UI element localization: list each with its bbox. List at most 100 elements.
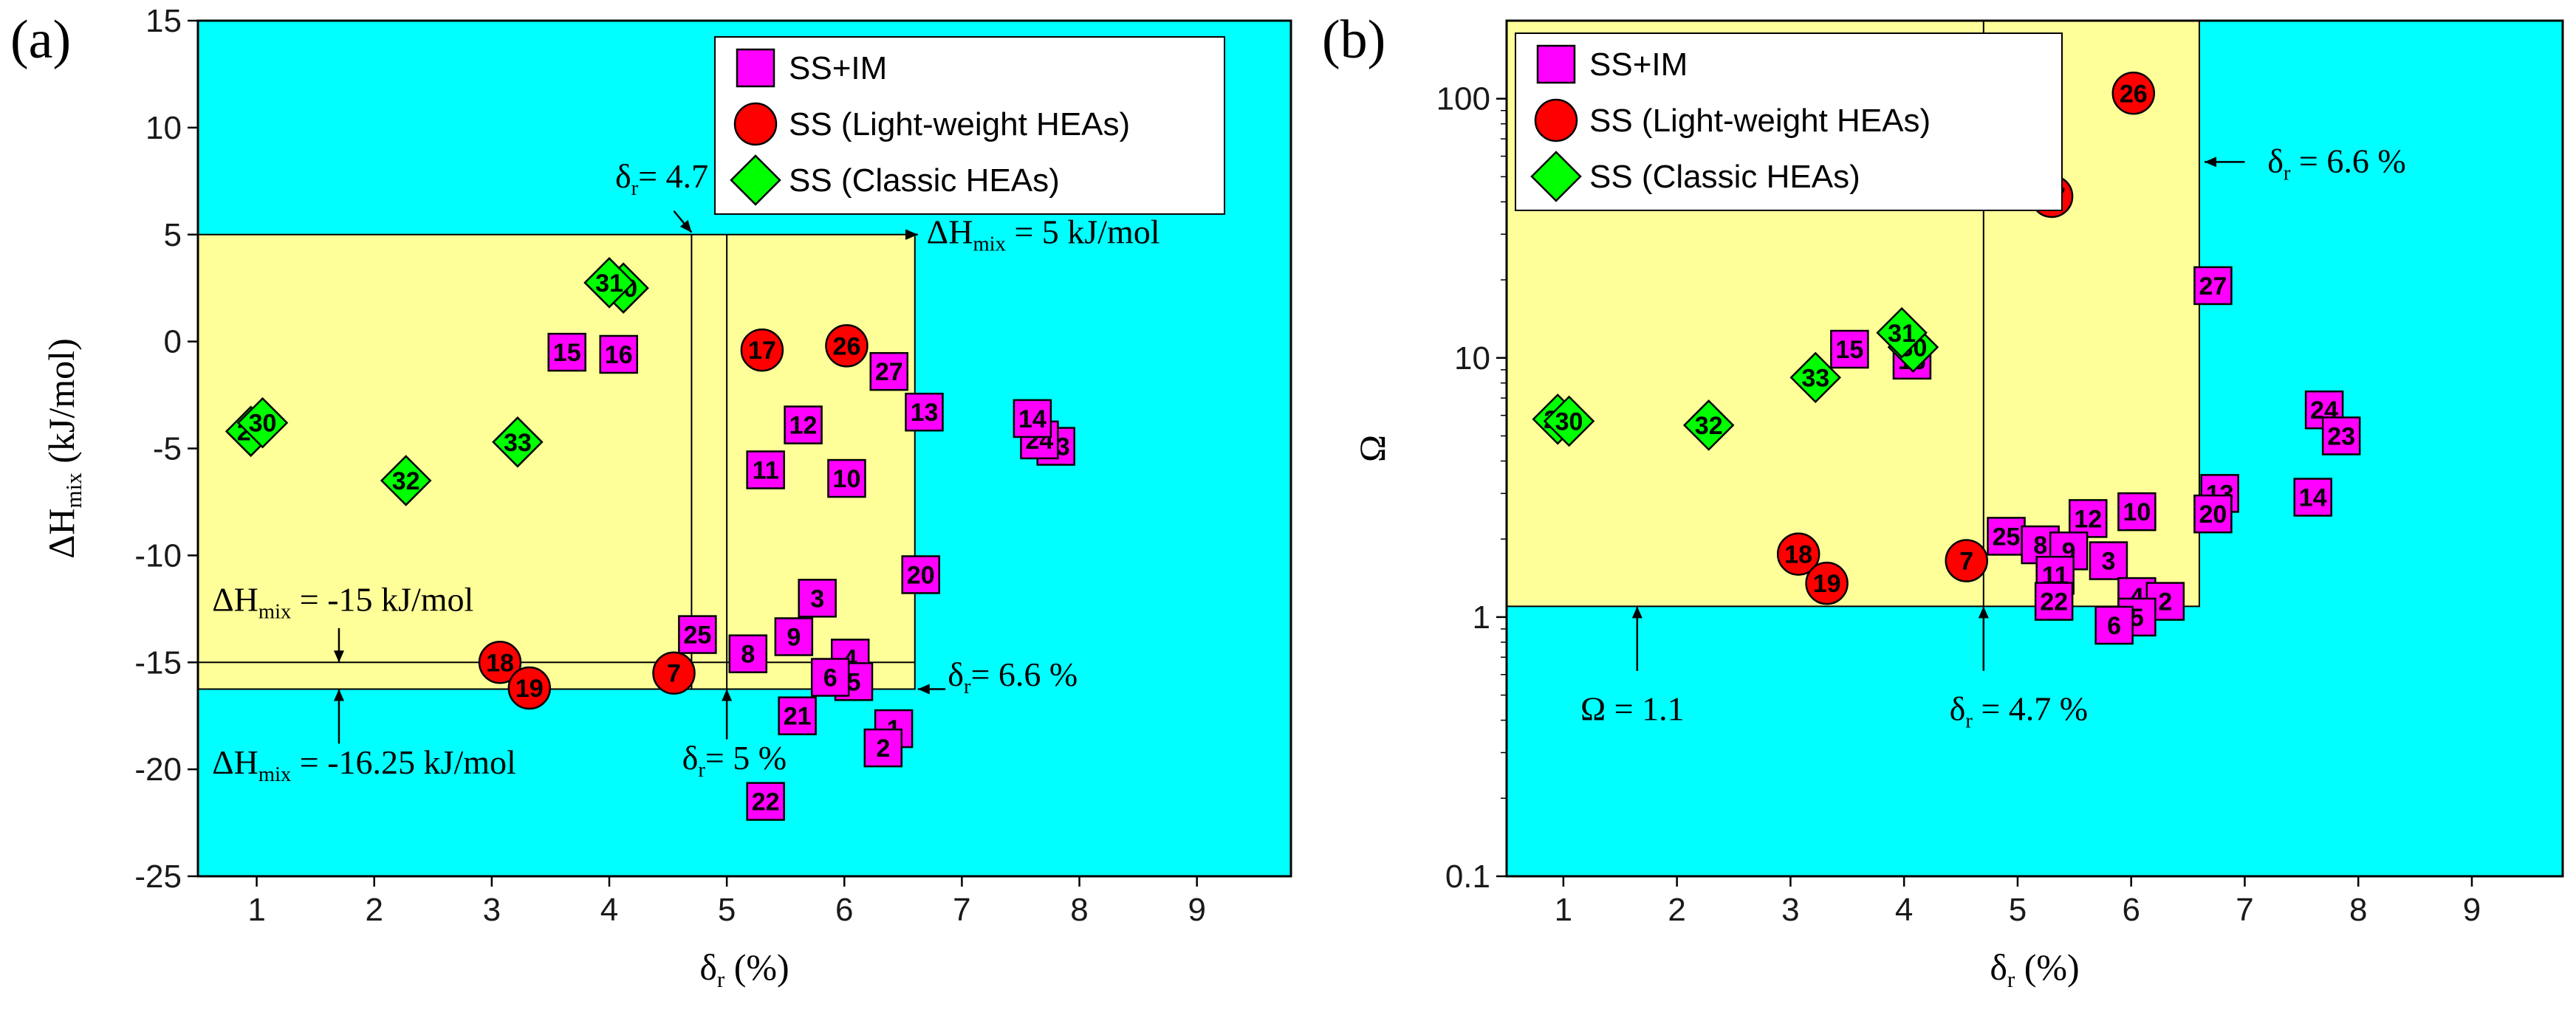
data-point-ss-light <box>1776 532 1820 576</box>
data-point-ss-im <box>728 634 768 673</box>
data-point-label: 12 <box>789 412 818 440</box>
y-tick-label: 1 <box>1473 599 1490 636</box>
annotation-dh5-arrow-left-head <box>905 229 918 240</box>
legend-label: SS (Light-weight HEAs) <box>789 106 1130 142</box>
data-point-ss-classic <box>583 257 635 309</box>
data-point-label: 2 <box>2158 588 2172 616</box>
y-axis-title: ΔHmix (kJ/mol) <box>41 338 86 558</box>
y-tick-label: -5 <box>153 431 182 467</box>
data-point-label: 16 <box>605 341 633 369</box>
data-point-ss-classic <box>492 416 544 468</box>
data-point-ss-im <box>810 658 850 697</box>
x-tick-label: 6 <box>2122 892 2140 928</box>
x-tick-label: 1 <box>1555 892 1572 928</box>
data-point-label: 15 <box>1835 336 1863 364</box>
data-point-label: 25 <box>683 622 711 650</box>
annotation-dr5: δr= 5 % <box>682 739 787 782</box>
data-point-ss-light <box>478 641 522 684</box>
y-tick-label: 5 <box>164 217 182 253</box>
data-point-label: 31 <box>595 269 623 298</box>
data-point-label: 18 <box>486 649 514 677</box>
data-point-label: 22 <box>2040 588 2068 616</box>
data-point-label: 26 <box>833 332 861 360</box>
data-point-label: 2 <box>876 735 890 763</box>
data-point-ss-im <box>2293 478 2332 517</box>
annotation-dh1625: ΔHmix = -16.25 kJ/mol <box>212 743 516 786</box>
data-point-ss-im <box>746 782 785 821</box>
data-point-ss-im <box>2193 494 2233 534</box>
legend-label: SS (Light-weight HEAs) <box>1589 103 1931 139</box>
x-tick-label: 6 <box>835 892 853 928</box>
x-tick-label: 4 <box>600 892 618 928</box>
data-point-label: 23 <box>2327 422 2355 450</box>
data-point-ss-im <box>869 351 908 391</box>
data-point-ss-light <box>2111 72 2156 115</box>
annotation-dh5: ΔHmix = 5 kJ/mol <box>927 213 1160 255</box>
data-point-ss-light <box>825 324 869 368</box>
legend-box <box>714 36 1225 215</box>
data-point-ss-im <box>798 579 837 618</box>
data-point-ss-im <box>2094 605 2134 645</box>
data-point-ss-im <box>827 458 866 498</box>
data-point-label: 5 <box>847 668 861 696</box>
data-point-label: 9 <box>787 623 801 651</box>
data-point-label: 30 <box>249 410 277 438</box>
data-point-label: 8 <box>741 641 755 669</box>
data-point-label: 10 <box>833 465 861 493</box>
annotation-om11-arrow-head <box>1631 606 1642 619</box>
x-tick-label: 7 <box>953 892 970 928</box>
x-tick-label: 3 <box>483 892 501 928</box>
annotation-dr47b: δr = 4.7 % <box>1950 690 2088 733</box>
data-point-label: 17 <box>748 337 776 365</box>
data-point-ss-im <box>863 728 903 768</box>
data-point-ss-im <box>905 392 944 432</box>
data-point-ss-im <box>678 615 717 654</box>
annotation-dh15: ΔHmix = -15 kJ/mol <box>212 581 473 624</box>
data-point-label: 19 <box>1813 570 1841 598</box>
data-point-label: 21 <box>784 703 812 731</box>
data-point-ss-im <box>778 696 817 735</box>
data-point-label: 32 <box>1695 412 1723 440</box>
data-point-label: 14 <box>1018 405 1046 433</box>
annotation-dr66b: δr = 6.6 % <box>2267 142 2405 185</box>
data-point-label: 10 <box>2123 498 2151 526</box>
data-point-label: 3 <box>810 585 824 613</box>
legend-marker-ss-light <box>1534 98 1578 142</box>
data-point-label: 6 <box>2107 612 2121 640</box>
data-point-label: 3 <box>2101 548 2115 576</box>
data-point-ss-light <box>1805 561 1849 605</box>
data-point-label: 27 <box>875 358 903 386</box>
plot-frame <box>1505 19 2564 878</box>
data-point-ss-im <box>547 332 586 372</box>
data-point-ss-im <box>2034 582 2074 621</box>
data-point-label: 32 <box>392 467 420 495</box>
data-point-label: 6 <box>823 664 837 692</box>
data-point-ss-im <box>784 405 823 444</box>
annotation-dr5-arrow-head <box>722 689 733 701</box>
y-tick-label: -25 <box>134 859 182 895</box>
data-point-label: 25 <box>1993 523 2021 551</box>
legend-marker-ss-im <box>1536 44 1576 84</box>
data-point-ss-classic <box>1789 351 1842 404</box>
data-point-label: 27 <box>2199 272 2227 300</box>
y-tick-label: 100 <box>1436 81 1490 117</box>
annotation-dr66: δr= 6.6 % <box>948 656 1078 698</box>
data-point-ss-im <box>901 555 940 594</box>
legend-marker-ss-im <box>736 48 775 88</box>
legend-label: SS (Classic HEAs) <box>1589 159 1860 195</box>
data-point-label: 30 <box>1555 408 1583 436</box>
data-point-ss-classic <box>1876 307 1928 359</box>
panel-label: (b) <box>1322 10 1385 70</box>
y-tick-label: 10 <box>1454 340 1490 376</box>
legend-label: SS+IM <box>789 50 887 86</box>
annotation-dr66b-arrow-left-head <box>2205 157 2217 168</box>
data-point-label: 12 <box>2074 505 2102 533</box>
data-point-ss-light <box>507 666 552 710</box>
x-tick-label: 8 <box>2349 892 2367 928</box>
annotation-dr47b-arrow-head <box>1978 606 1989 619</box>
y-tick-label: 10 <box>145 110 182 146</box>
data-point-label: 33 <box>504 429 532 457</box>
data-point-ss-classic <box>1682 399 1735 451</box>
